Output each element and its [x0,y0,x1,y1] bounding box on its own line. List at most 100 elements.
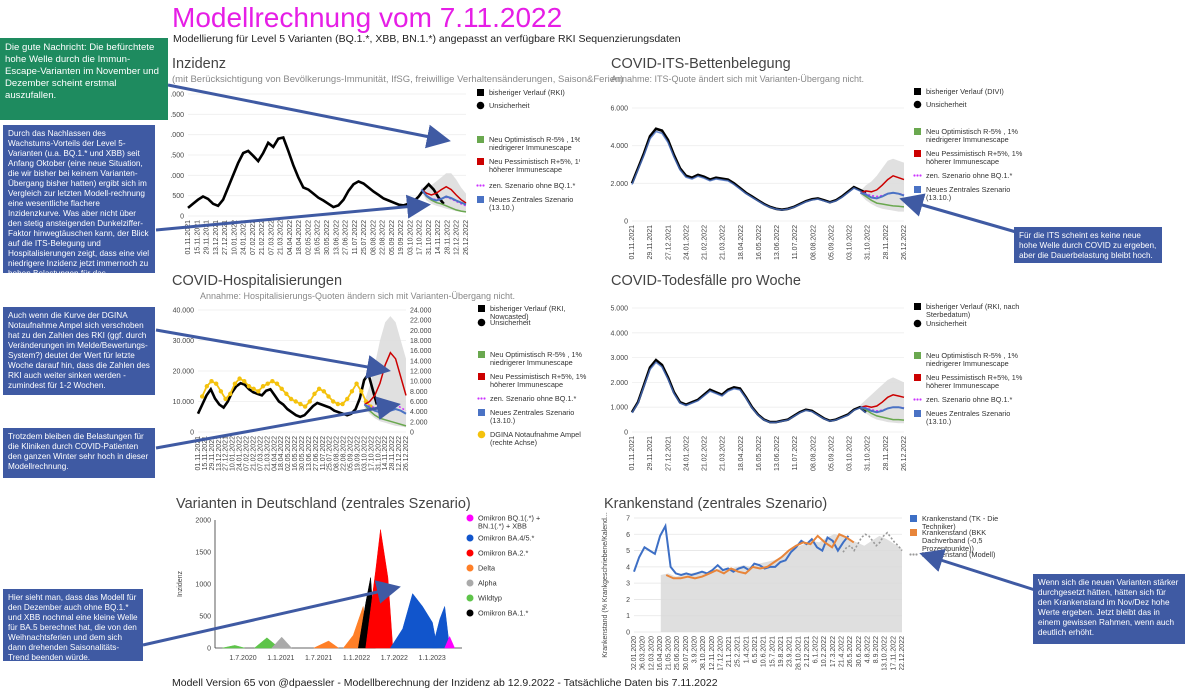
x-tick-label: 04.04.2022 [271,436,278,471]
x-tick-label: 22.08.2022 [380,220,387,255]
y-tick-label: 10.000 [173,399,195,406]
legend-swatch [919,174,922,177]
y-tick-label: 500 [199,614,211,621]
x-tick-label: 02.01.2020 [631,636,638,670]
tod-chart: 0 1.000 2.000 3.000 4.000 5.000 01.11.2021 29.1… [610,302,1022,471]
legend-label: bisheriger Verlauf (RKI, [490,304,565,313]
legend-label: Unsicherheit [926,100,967,109]
note-dgina: Auch wenn die Kurve der DGINA Notaufnahm… [3,307,155,395]
legend-label: (13.10.) [489,203,514,212]
legend-label: Techniker) [922,522,956,531]
x-tick-label: 15.11.2021 [202,436,209,471]
legend-swatch [914,374,921,381]
legend-label: höherer Immunescape [926,157,999,166]
legend-label: (13.10.) [926,417,951,426]
legend-swatch [477,136,484,143]
y2-tick-label: 24.000 [410,308,432,315]
x-tick-label: 25.07.2022 [361,220,368,255]
x-tick-label: 30.05.2022 [299,436,306,471]
x-tick-label: 13.12.2021 [213,220,220,255]
x-tick-label: 04.04.2022 [287,220,294,255]
uncertainty-band [421,173,466,213]
series-line-central-history [631,130,867,211]
x-tick-label: 6.5.2021 [752,636,759,663]
legend-label: höherer Immunescape [926,381,999,390]
x-tick-label: 28.10.2021 [795,636,802,670]
y-tick-label: 4.000 [610,330,628,337]
x-tick-label: 08.10.2020 [700,636,707,670]
legend-swatch [478,409,485,416]
y-axis-label: Krankenstand (% Krankgeschriebene/Kalend… [602,512,609,658]
x-tick-label: 1.4.2021 [743,636,750,663]
x-tick-label: 19.09.2022 [354,436,361,471]
legend-label: niedrigerer Immunescape [926,135,1009,144]
x-tick-label: 24.01.2022 [237,436,244,471]
x-tick-label: 21.02.2022 [250,436,257,471]
x-tick-label: 05.09.2022 [389,220,396,255]
y2-tick-label: 0 [410,430,414,437]
x-tick-label: 11.07.2022 [352,220,359,255]
krankenstand-chart: 0 1 2 3 4 5 6 7 Krankenstand (% Krankgeschrieben… [602,512,998,670]
legend-label: Neu Optimistisch R-5% , 1% [926,127,1019,136]
legend-swatch [919,398,922,401]
legend-swatch [477,89,484,96]
legend-label: zen. Szenario ohne BQ.1.* [489,181,576,190]
legend-swatch [478,305,485,312]
dgina-point [284,391,289,397]
dgina-point [321,389,327,394]
dgina-point [237,376,242,381]
x-tick-label: 21.02.2022 [702,436,709,471]
note-krankenstand: Wenn sich die neuen Varianten stärker du… [1033,574,1185,644]
x-tick-label: 24.01.2022 [683,225,690,260]
x-tick-label: 30.6.2022 [856,636,863,667]
y-axis-label: Inzidenz [177,570,184,597]
x-tick-label: 31.10.2022 [375,436,382,471]
dgina-point [298,401,303,407]
legend-label: Neu Optimistisch R-5% , 1% [490,350,583,359]
legend-swatch [477,430,486,439]
legend-swatch [466,579,474,587]
x-tick-label: 10.6.2021 [761,636,768,667]
x-tick-label: 22.08.2022 [341,436,348,471]
y2-tick-label: 20.000 [410,328,432,335]
legend-swatch [913,398,916,401]
x-tick-label: 16.05.2022 [315,220,322,255]
y2-tick-label: 16.000 [410,348,432,355]
x-tick-label: 16.05.2022 [756,436,763,471]
legend-label: Neues Zentrales Szenario [489,195,573,204]
legend-label: zen. Szenario ohne BQ.1.* [926,171,1013,180]
series-line-pessimistic [860,394,905,408]
variant-area [313,640,340,649]
legend-label: Nowcasted) [490,312,529,321]
dgina-point [293,399,298,404]
dgina-point [214,381,219,386]
legend-label: Wildtyp [478,594,502,603]
y2-tick-label: 8.000 [410,389,428,396]
x-tick-label: 16.05.2022 [756,225,763,260]
legend-label: niedrigerer Immunescape [490,358,573,367]
its-chart: 0 2.000 4.000 6.000 01.11.2021 29.11.2021 27.1… [610,87,1022,260]
legend-swatch [914,150,921,157]
y-tick-label: 0 [624,430,628,437]
x-tick-label: 29.11.2021 [647,436,654,471]
y-tick-label: 5 [626,548,630,555]
legend-label: höherer Immunescape [490,380,563,389]
y-tick-label: 1.500 [170,153,184,160]
x-tick-label: 22.12.2022 [899,636,906,670]
x-tick-label: 13.06.2022 [306,436,313,471]
y-tick-label: 3.000 [170,92,184,99]
x-tick-label: 26.12.2022 [901,225,908,260]
dgina-point [331,399,336,404]
legend-swatch [466,609,474,617]
x-tick-label: 06.03.2020 [640,636,647,670]
dgina-point [345,396,350,402]
x-tick-label: 07.03.2022 [268,220,275,255]
series-line-pessimistic [860,174,905,194]
legend-swatch [915,553,918,556]
note-inzidenz: Durch das Nachlassen des Wachstums-Vorte… [3,125,155,288]
y2-tick-label: 10.000 [410,379,432,386]
x-tick-label: 10.01.2022 [231,220,238,255]
x-tick-label: 11.07.2022 [320,436,327,471]
y2-tick-label: 2.000 [410,419,428,426]
y-tick-label: 4 [626,564,630,571]
